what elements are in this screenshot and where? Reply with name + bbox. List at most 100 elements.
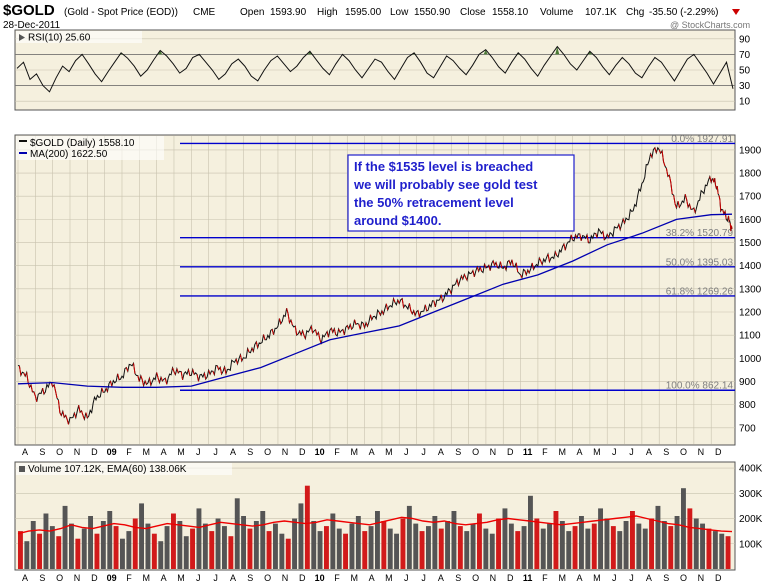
rsi-tick-label-70: 70 [739,50,751,61]
annotation-line-1: If the $1535 level is breached [354,159,533,174]
ma200-line [17,213,733,388]
volume-bar [725,536,731,569]
gold-down-segment [449,289,452,295]
header-high-value: 1595.00 [345,7,382,18]
volume-bar [368,526,374,569]
volume-bar [311,521,317,569]
volume-bar [362,531,368,569]
gold-down-segment [673,195,676,205]
gold-down-segment [663,161,666,167]
volume-bar [649,518,654,569]
volume-bar [445,521,450,569]
volume-tick-label-2: 300K [739,489,763,500]
gold-down-segment [144,380,147,385]
price-x-label: M [351,447,359,457]
volume-x-label: M [558,573,566,583]
gold-down-segment [55,390,58,399]
gold-down-segment [208,370,211,375]
volume-tick-label-3: 400K [739,464,763,475]
price-x-label: A [161,447,167,457]
price-tick-label-1400: 1400 [739,261,762,272]
volume-bar [132,518,138,569]
volume-bar [400,518,406,569]
gold-down-segment [101,387,104,393]
volume-bar [253,521,259,569]
volume-bar [470,523,476,569]
volume-bar [113,526,119,569]
gold-down-segment [722,209,725,215]
volume-bar [324,526,329,569]
volume-x-label: J [213,573,218,583]
volume-ema [17,515,733,535]
gold-down-segment [586,234,589,243]
volume-bar [489,533,495,569]
gold-down-segment [330,328,334,333]
gold-down-segment [180,371,184,380]
gold-down-segment [520,274,523,279]
gold-down-segment [670,182,673,195]
volume-x-label: O [264,573,271,583]
gold-down-segment [709,176,712,183]
gold-down-segment [476,266,480,272]
volume-x-axis: A S O N D 09 F M A M J J A S O N D 10 F M A M J J A S O N D 11 F M A M J J A… [22,573,722,583]
price-x-label: 09 [107,447,117,457]
price-x-label: M [385,447,393,457]
volume-bar [202,523,208,569]
gold-down-segment [354,319,357,325]
gold-down-segment [173,371,176,375]
gold-down-segment [30,384,33,393]
price-tick-label-1100: 1100 [739,331,761,342]
gold-down-segment [346,325,350,330]
price-x-label: D [91,447,98,457]
volume-x-label: J [421,573,426,583]
annotation-box [347,154,575,232]
header-high-label: High [317,7,338,18]
gold-down-segment [465,277,468,281]
gold-down-segment [547,253,550,262]
volume-x-label: M [593,573,601,583]
volume-x-label: J [196,573,201,583]
gold-down-segment [472,270,475,277]
header-close-label: Close [460,7,486,18]
volume-bar [241,516,246,569]
rsi-line [16,45,734,93]
volume-bar [700,523,705,569]
volume-bar [37,533,42,569]
volume-bar [534,518,540,569]
fib-label-50.0%: 50.0% 1395.03 [666,257,734,268]
volume-bar [190,528,195,569]
gold-down-segment [718,195,721,200]
header-date: 28-Dec-2011 [3,20,61,31]
price-x-label: F [334,447,340,457]
volume-bar [18,531,23,569]
volume-x-label: J [612,573,617,583]
gold-down-segment [338,328,341,333]
gold-down-segment [595,233,598,238]
volume-x-label: A [646,573,652,583]
volume-bar [30,521,36,569]
gold-down-segment [378,311,381,316]
gold-down-segment [728,215,730,222]
price-tick-label-1900: 1900 [739,145,762,156]
volume-bar [94,533,100,569]
header-low-label: Low [390,7,409,18]
volume-bars [18,485,731,569]
price-x-label: F [542,447,548,457]
gold-down-segment [385,303,389,311]
volume-bar [209,531,215,569]
volume-x-label: M [385,573,393,583]
rsi-y-axis: 10 30 50 70 90 [739,34,751,107]
volume-x-label: 10 [315,573,325,583]
price-x-label: S [663,447,669,457]
price-x-label: J [196,447,201,457]
gold-down-segment [287,313,290,323]
volume-bar [419,531,425,569]
volume-bar [164,526,170,569]
gold-down-segment [333,328,337,335]
volume-bar [330,513,336,569]
volume-bar [62,505,68,569]
header-open-label: Open [240,7,264,18]
gold-down-segment [176,368,179,374]
gold-down-segment [440,294,444,302]
volume-bar [151,533,157,569]
